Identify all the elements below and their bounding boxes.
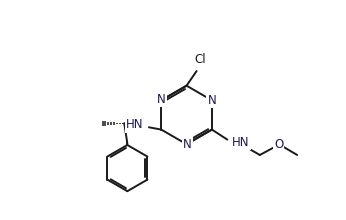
Text: Cl: Cl	[194, 53, 206, 66]
Text: O: O	[274, 138, 283, 151]
Text: HN: HN	[232, 136, 249, 149]
Text: HN: HN	[126, 118, 144, 132]
Text: N: N	[183, 138, 192, 151]
Text: N: N	[208, 94, 216, 107]
Text: N: N	[157, 93, 166, 106]
